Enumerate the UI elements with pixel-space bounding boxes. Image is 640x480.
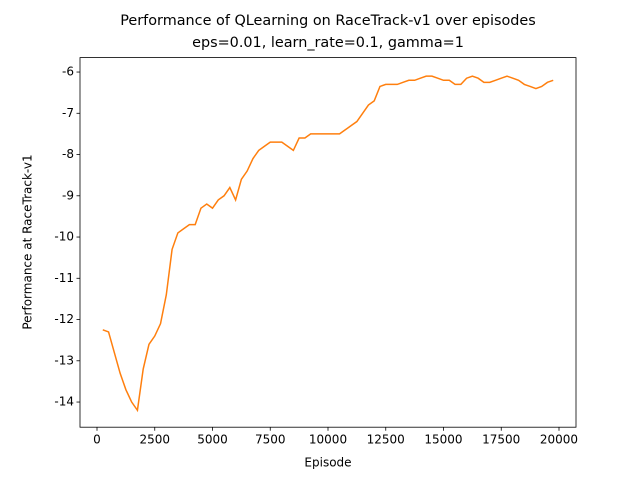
y-tick-label: -9: [62, 188, 74, 202]
y-tick-label: -7: [62, 106, 74, 120]
x-tick-label: 5000: [197, 433, 228, 447]
y-tick-label: -11: [54, 271, 74, 285]
x-tick-label: 20000: [540, 433, 578, 447]
y-tick-label: -8: [62, 147, 74, 161]
chart-subtitle: eps=0.01, learn_rate=0.1, gamma=1: [192, 35, 464, 51]
y-axis-label: Performance at RaceTrack-v1: [21, 154, 35, 329]
x-tick-label: 2500: [139, 433, 170, 447]
y-tick-label: -14: [54, 395, 74, 409]
x-tick-label: 12500: [367, 433, 405, 447]
line-series: [102, 75, 554, 413]
x-tick-label: 7500: [255, 433, 286, 447]
y-tick-label: -13: [54, 353, 74, 367]
x-tick-label: 15000: [424, 433, 462, 447]
x-axis-label: Episode: [304, 456, 351, 470]
chart-title: Performance of QLearning on RaceTrack-v1…: [120, 13, 536, 29]
y-tick-label: -12: [54, 312, 74, 326]
x-tick-label: 0: [93, 433, 101, 447]
y-tick-label: -6: [62, 65, 74, 79]
x-tick-label: 10000: [309, 433, 347, 447]
x-tick-label: 17500: [482, 433, 520, 447]
y-tick-label: -10: [54, 230, 74, 244]
plot-frame: [79, 57, 577, 428]
